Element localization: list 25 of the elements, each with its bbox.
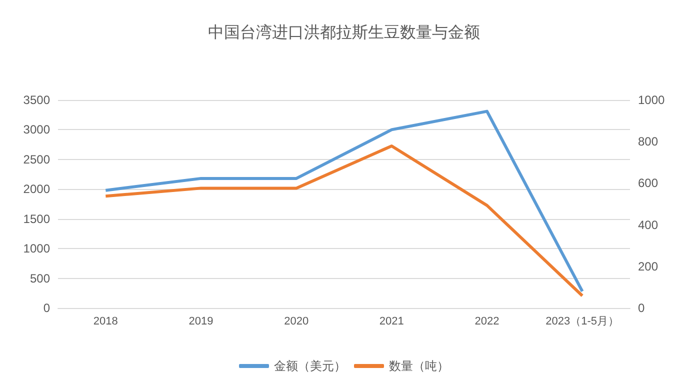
y2-tick-label: 0	[638, 301, 645, 315]
y2-tick-label: 600	[638, 176, 658, 190]
line-series	[104, 110, 584, 293]
x-tick-label: 2022	[474, 316, 500, 328]
legend-label: 金额（美元）	[274, 359, 346, 373]
line-series	[104, 144, 584, 298]
y-tick-label: 2500	[23, 152, 50, 166]
x-tick-label: 2023（1-5月）	[546, 316, 620, 328]
chart-title: 中国台湾进口洪都拉斯生豆数量与金额	[208, 24, 480, 42]
y-tick-label: 500	[30, 271, 50, 286]
y-tick-label: 3000	[23, 122, 50, 137]
x-tick-label: 2018	[93, 316, 118, 328]
y-tick-label: 3500	[23, 93, 50, 107]
y-tick-label: 1000	[23, 242, 50, 256]
y-tick-label: 1500	[23, 212, 50, 226]
x-tick-label: 2020	[284, 316, 309, 328]
y-tick-label: 2000	[23, 182, 50, 196]
y-tick-label: 0	[43, 301, 50, 315]
y2-tick-label: 800	[638, 134, 658, 149]
y2-tick-label: 400	[638, 218, 658, 232]
legend-label: 数量（吨）	[389, 359, 449, 373]
y2-tick-label: 200	[638, 259, 658, 274]
x-tick-label: 2021	[379, 316, 404, 328]
x-tick-label: 2019	[188, 316, 214, 328]
y2-tick-label: 1000	[638, 93, 666, 107]
